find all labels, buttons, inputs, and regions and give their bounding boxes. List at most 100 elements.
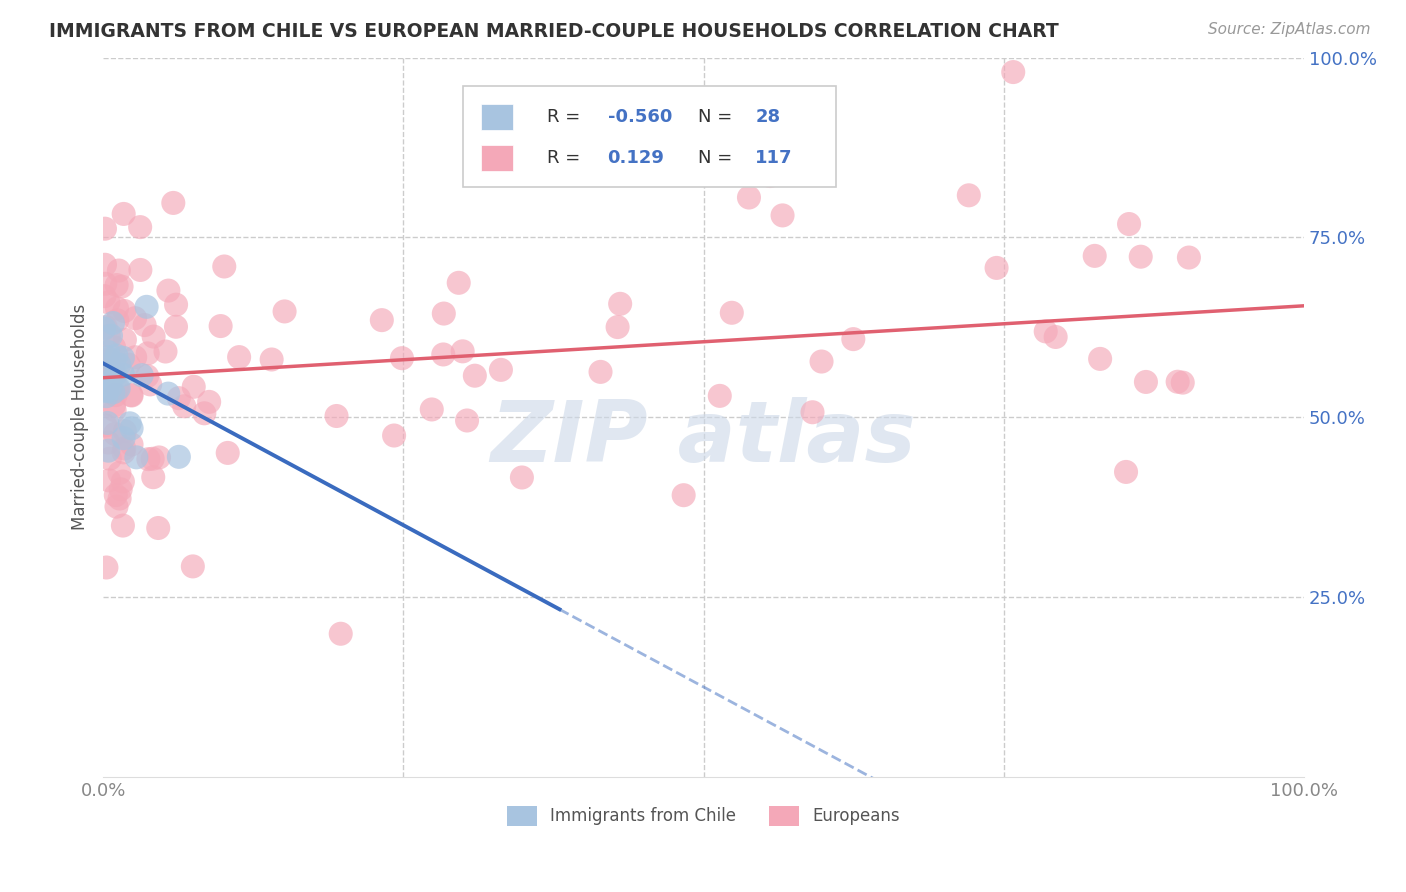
Point <box>111 368 134 382</box>
Point <box>104 427 127 442</box>
Point <box>97 328 120 343</box>
Point <box>1088 351 1111 366</box>
Point <box>96 355 118 369</box>
Point <box>93 321 115 335</box>
Point <box>217 446 239 460</box>
Point <box>124 311 146 326</box>
Point <box>103 399 125 413</box>
Point <box>957 188 980 202</box>
Text: IMMIGRANTS FROM CHILE VS EUROPEAN MARRIED-COUPLE HOUSEHOLDS CORRELATION CHART: IMMIGRANTS FROM CHILE VS EUROPEAN MARRIE… <box>49 22 1059 41</box>
Point <box>105 278 128 293</box>
Point <box>125 450 148 465</box>
Point <box>98 451 121 466</box>
Point <box>136 346 159 360</box>
Point <box>103 340 125 354</box>
Point <box>94 221 117 235</box>
Point <box>98 474 121 488</box>
Point <box>100 328 122 343</box>
Point <box>1118 217 1140 231</box>
Point <box>100 373 122 387</box>
Point <box>167 450 190 464</box>
Point <box>613 166 636 180</box>
Point <box>118 417 141 431</box>
Point <box>96 371 118 385</box>
Text: N =: N = <box>697 108 733 127</box>
Point <box>131 368 153 383</box>
Point <box>94 258 117 272</box>
Point <box>464 368 486 383</box>
Point <box>97 345 120 359</box>
Point <box>105 382 128 396</box>
Point <box>260 352 283 367</box>
Point <box>93 383 115 397</box>
Point <box>1171 376 1194 390</box>
Point <box>165 298 187 312</box>
Point <box>96 389 118 403</box>
Point <box>93 289 115 303</box>
Point <box>107 381 129 395</box>
Point <box>114 424 136 438</box>
Point <box>114 333 136 347</box>
Point <box>108 358 131 372</box>
Point <box>433 307 456 321</box>
Point <box>139 377 162 392</box>
Point <box>609 297 631 311</box>
Point <box>110 279 132 293</box>
Point <box>108 466 131 480</box>
Point <box>112 207 135 221</box>
Point <box>759 169 782 183</box>
Point <box>165 319 187 334</box>
Point <box>456 413 478 427</box>
Point <box>173 399 195 413</box>
Point <box>193 406 215 420</box>
Point <box>738 190 761 204</box>
Point <box>96 384 118 399</box>
Point <box>432 347 454 361</box>
Point <box>148 450 170 465</box>
Point <box>214 260 236 274</box>
Point <box>108 263 131 277</box>
Point <box>94 320 117 334</box>
Text: R =: R = <box>547 108 581 127</box>
Legend: Immigrants from Chile, Europeans: Immigrants from Chile, Europeans <box>506 805 900 826</box>
Point <box>98 356 121 370</box>
Point <box>117 358 139 372</box>
Point <box>97 443 120 458</box>
Point <box>94 277 117 291</box>
Text: N =: N = <box>697 149 733 168</box>
Point <box>142 451 165 466</box>
Point <box>801 405 824 419</box>
Point <box>371 313 394 327</box>
Point <box>138 452 160 467</box>
Point <box>672 488 695 502</box>
Point <box>606 320 628 334</box>
Point <box>101 359 124 374</box>
Point <box>510 470 533 484</box>
Point <box>136 369 159 384</box>
Point <box>329 626 352 640</box>
Point <box>1002 65 1025 79</box>
Point <box>124 350 146 364</box>
Point <box>96 416 118 430</box>
Point <box>111 475 134 489</box>
Point <box>129 220 152 235</box>
Point <box>105 313 128 327</box>
Point <box>112 304 135 318</box>
Point <box>105 349 128 363</box>
Point <box>97 295 120 310</box>
Point <box>135 300 157 314</box>
Point <box>589 365 612 379</box>
Point <box>148 521 170 535</box>
Point <box>121 388 143 402</box>
Point <box>134 318 156 332</box>
Point <box>181 559 204 574</box>
Point <box>155 344 177 359</box>
Point <box>104 388 127 402</box>
Y-axis label: Married-couple Households: Married-couple Households <box>72 304 89 531</box>
Point <box>101 316 124 330</box>
Point <box>111 351 134 365</box>
Point <box>162 195 184 210</box>
Point <box>209 319 232 334</box>
Point <box>772 208 794 222</box>
Point <box>94 418 117 433</box>
